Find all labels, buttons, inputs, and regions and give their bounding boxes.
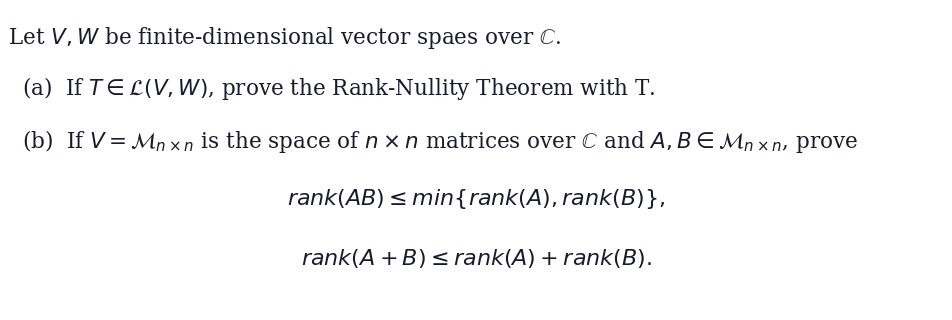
Text: (a)  If $T \in \mathcal{L}(V, W)$, prove the Rank-Nullity Theorem with T.: (a) If $T \in \mathcal{L}(V, W)$, prove …: [22, 75, 656, 102]
Text: (b)  If $V = \mathcal{M}_{n\times n}$ is the space of $n \times n$ matrices over: (b) If $V = \mathcal{M}_{n\times n}$ is …: [22, 128, 859, 155]
Text: $rank(AB) \leq min\{rank(A), rank(B)\},$: $rank(AB) \leq min\{rank(A), rank(B)\},$: [287, 187, 665, 211]
Text: $rank(A + B) \leq rank(A) + rank(B).$: $rank(A + B) \leq rank(A) + rank(B).$: [301, 247, 651, 270]
Text: Let $V, W$ be finite-dimensional vector spaes over $\mathbb{C}$.: Let $V, W$ be finite-dimensional vector …: [8, 25, 562, 51]
